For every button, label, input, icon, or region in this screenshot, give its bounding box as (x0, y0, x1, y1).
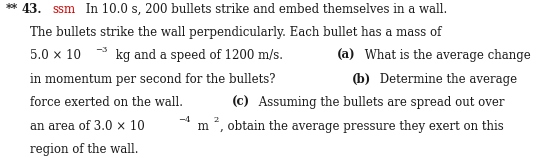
Text: The bullets strike the wall perpendicularly. Each bullet has a mass of: The bullets strike the wall perpendicula… (30, 26, 441, 39)
Text: (c): (c) (232, 96, 250, 109)
Text: −4: −4 (178, 116, 190, 125)
Text: (a): (a) (337, 49, 356, 62)
Text: Determine the average: Determine the average (376, 73, 518, 86)
Text: force exerted on the wall.: force exerted on the wall. (30, 96, 186, 109)
Text: region of the wall.: region of the wall. (30, 143, 138, 156)
Text: −3: −3 (95, 46, 108, 54)
Text: 5.0 × 10: 5.0 × 10 (30, 49, 81, 62)
Text: (b): (b) (351, 73, 371, 86)
Text: ssm: ssm (53, 3, 76, 16)
Text: 43.: 43. (21, 3, 42, 16)
Text: in momentum per second for the bullets?: in momentum per second for the bullets? (30, 73, 279, 86)
Text: What is the average change: What is the average change (361, 49, 531, 62)
Text: **: ** (5, 3, 18, 16)
Text: an area of 3.0 × 10: an area of 3.0 × 10 (30, 120, 145, 133)
Text: m: m (194, 120, 209, 133)
Text: In 10.0 s, 200 bullets strike and embed themselves in a wall.: In 10.0 s, 200 bullets strike and embed … (82, 3, 448, 16)
Text: kg and a speed of 1200 m/s.: kg and a speed of 1200 m/s. (112, 49, 286, 62)
Text: , obtain the average pressure they exert on this: , obtain the average pressure they exert… (220, 120, 504, 133)
Text: Assuming the bullets are spread out over: Assuming the bullets are spread out over (255, 96, 505, 109)
Text: 2: 2 (213, 116, 218, 125)
